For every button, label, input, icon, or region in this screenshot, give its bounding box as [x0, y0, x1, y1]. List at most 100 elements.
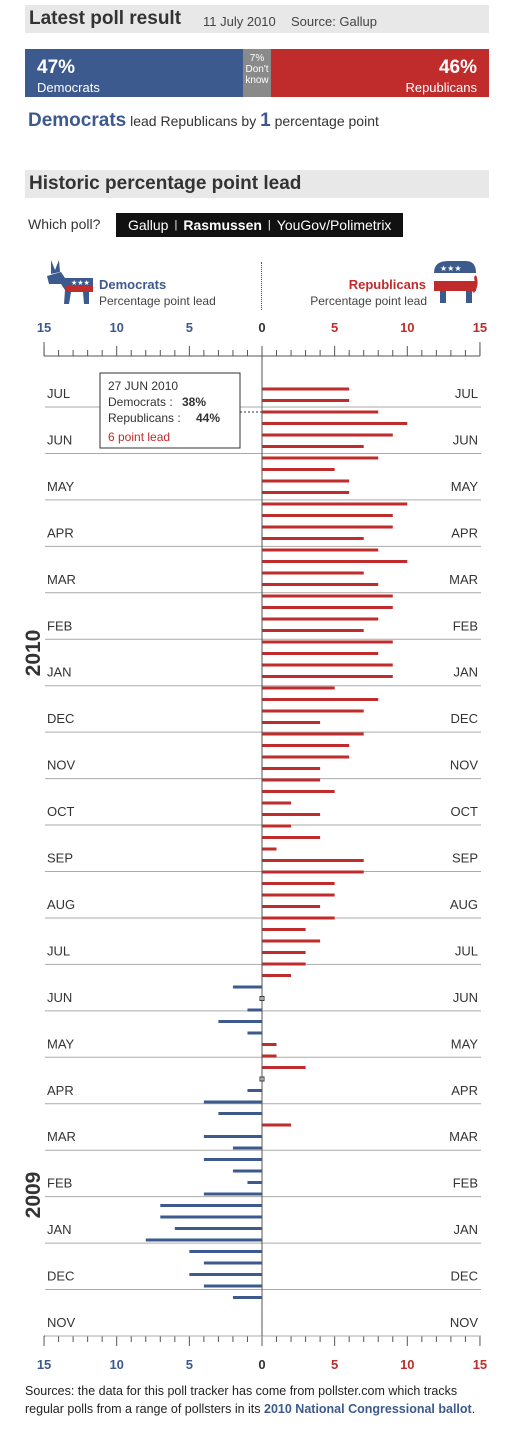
x-tick-label: 5 — [331, 320, 338, 335]
x-tick-label: 5 — [331, 1357, 338, 1372]
bar-republican — [262, 824, 292, 828]
tab-gallup[interactable]: Gallup — [128, 217, 169, 233]
bar-democrat — [203, 1261, 262, 1265]
lead-party: Democrats — [28, 110, 127, 131]
month-label-left: JAN — [47, 1222, 72, 1237]
month-label-right: DEC — [451, 1269, 478, 1284]
bar-republican — [262, 456, 379, 460]
month-label-left: DEC — [47, 1269, 74, 1284]
x-tick-label: 10 — [109, 320, 123, 335]
bar-republican — [262, 468, 335, 471]
bar-democrat — [174, 1227, 262, 1230]
month-label-right: DEC — [451, 711, 478, 726]
month-label-left: MAY — [47, 479, 75, 494]
bar-democrat — [189, 1273, 262, 1276]
bar-republican — [262, 445, 364, 448]
month-label-left: SEP — [47, 851, 73, 866]
bar-republican — [262, 537, 364, 540]
bar-republican — [262, 594, 393, 598]
bar-democrat — [189, 1250, 262, 1253]
bars — [145, 387, 408, 1299]
elephant-icon: ★★★ — [434, 261, 478, 303]
latest-poll-header: Latest poll result 11 July 2010 Source: … — [25, 5, 489, 33]
historic-header: Historic percentage point lead — [25, 170, 489, 198]
month-label-right: MAR — [449, 1129, 478, 1144]
which-poll-label: Which poll? — [28, 216, 101, 232]
bar-democrat — [247, 1008, 262, 1012]
bar-republican — [262, 606, 393, 609]
bar-republican — [262, 709, 364, 713]
bar-democrat — [203, 1100, 262, 1104]
month-label-left: JAN — [47, 665, 72, 680]
x-tick-label: 0 — [258, 1357, 265, 1372]
legend-democrats-title: Democrats — [99, 277, 167, 292]
bar-republican — [262, 1066, 306, 1069]
month-label-left: MAR — [47, 572, 76, 587]
x-tick-label: 0 — [258, 320, 265, 335]
bar-republican — [262, 663, 393, 667]
bar-republican — [262, 836, 321, 839]
month-label-left: JUN — [47, 990, 72, 1005]
bar-republican — [262, 744, 350, 747]
bar-republican — [262, 525, 393, 529]
month-label-right: MAR — [449, 572, 478, 587]
tab-rasmussen[interactable]: Rasmussen — [183, 217, 262, 233]
bar-republican — [262, 514, 393, 517]
x-tick-label: 5 — [186, 320, 193, 335]
bar-republican — [262, 617, 379, 621]
bar-democrat — [247, 1031, 262, 1035]
bar-republican — [262, 629, 364, 632]
bar-republican — [262, 675, 393, 678]
x-tick-label: 10 — [109, 1357, 123, 1372]
bar-republican — [262, 433, 393, 437]
bar-republican — [262, 721, 321, 724]
bar-republican — [262, 502, 408, 506]
bar-republican — [262, 790, 335, 793]
bar-democrat — [203, 1284, 262, 1288]
month-label-right: AUG — [450, 897, 478, 912]
latest-poll-source: Source: Gallup — [291, 14, 377, 29]
bar-democrat — [160, 1204, 262, 1207]
month-label-right: JUN — [453, 990, 478, 1005]
tooltip-date: 27 JUN 2010 — [108, 379, 178, 393]
bar-republican — [262, 893, 335, 897]
tooltip-dem-value: 38% — [182, 395, 206, 409]
bar-republican — [262, 399, 350, 402]
svg-text:★★★: ★★★ — [440, 264, 462, 273]
bar-republican — [262, 698, 379, 701]
bar-democrat — [232, 1296, 262, 1299]
tooltip-rep-label: Republicans : — [108, 411, 181, 425]
tab-yougov[interactable]: YouGov/Polimetrix — [276, 217, 392, 233]
dont-know-share: 7% Don't know — [243, 49, 271, 97]
legend-divider — [261, 262, 262, 310]
latest-result-bar: 47% Democrats 7% Don't know 46% Republic… — [25, 49, 489, 97]
month-label-right: FEB — [453, 1176, 478, 1191]
congressional-ballot-link[interactable]: 2010 National Congressional ballot — [264, 1402, 472, 1416]
donkey-icon: ★★★ — [47, 260, 93, 304]
month-label-left: OCT — [47, 804, 75, 819]
legend-republicans-title: Republicans — [348, 277, 426, 292]
month-label-left: MAR — [47, 1129, 76, 1144]
bar-republican — [262, 1123, 292, 1127]
lead-chart: 15 10 5 0 5 10 15 15 10 5 0 5 10 15 JUL JUL JUN JUN MAY M… — [22, 320, 487, 1372]
x-axis-bottom: 15 10 5 0 5 10 15 — [37, 1335, 487, 1372]
month-label-right: JUN — [453, 432, 478, 447]
lead-points: 1 — [260, 110, 271, 131]
republicans-share: 46% Republicans — [271, 49, 489, 97]
bar-republican — [262, 916, 335, 920]
month-label-left: AUG — [47, 897, 75, 912]
bar-republican — [262, 778, 321, 782]
month-label-right: JAN — [453, 665, 478, 680]
republicans-pct: 46% — [438, 57, 477, 78]
bar-republican — [262, 962, 306, 966]
bar-republican — [262, 813, 321, 816]
month-label-right: APR — [451, 525, 478, 540]
historic-title: Historic percentage point lead — [29, 173, 302, 194]
month-label-left: JUN — [47, 432, 72, 447]
month-label-left: DEC — [47, 711, 74, 726]
x-tick-label: 10 — [400, 1357, 414, 1372]
bar-republican — [262, 859, 364, 862]
x-tick-label: 15 — [473, 1357, 487, 1372]
bar-republican — [262, 1043, 277, 1046]
bar-republican — [262, 732, 364, 736]
